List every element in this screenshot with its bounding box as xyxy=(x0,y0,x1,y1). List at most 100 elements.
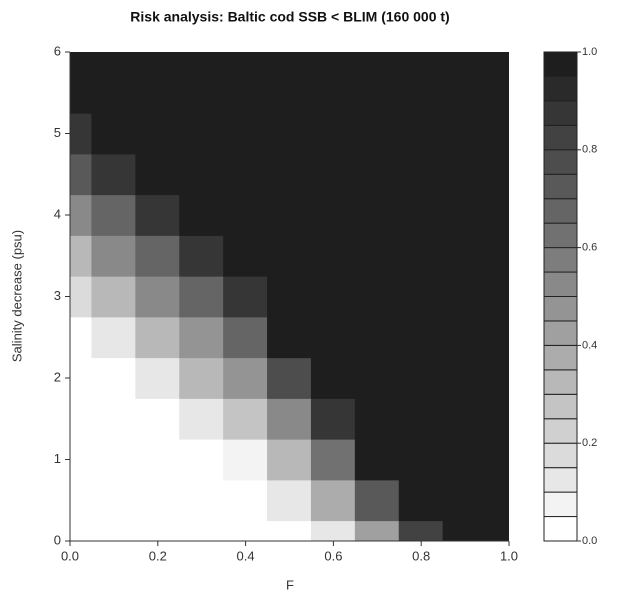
x-tick-label: 0.6 xyxy=(324,548,342,563)
colorbar-band xyxy=(543,222,578,249)
contour-cell xyxy=(179,153,225,196)
contour-cell xyxy=(354,438,400,481)
contour-cell xyxy=(70,479,93,522)
contour-cell xyxy=(135,71,181,114)
contour-cell xyxy=(91,194,137,236)
contour-cell xyxy=(398,397,444,440)
y-tick-label: 1 xyxy=(54,451,61,466)
contour-cell xyxy=(91,438,137,481)
contour-cell xyxy=(398,479,444,522)
contour-cell xyxy=(70,153,93,196)
contour-cell xyxy=(267,438,312,481)
contour-cell xyxy=(91,479,137,522)
contour-cell xyxy=(398,153,444,196)
contour-cell xyxy=(442,357,488,399)
contour-cell xyxy=(310,275,356,318)
contour-cell xyxy=(310,438,356,481)
contour-cell xyxy=(398,520,444,541)
contour-cell xyxy=(486,52,509,73)
contour-cell xyxy=(398,194,444,236)
contour-cell xyxy=(310,234,356,277)
contour-cell xyxy=(267,52,312,73)
y-tick-label: 6 xyxy=(54,43,61,58)
y-tick-label: 4 xyxy=(54,206,61,221)
contour-cell xyxy=(135,438,181,481)
contour-cell xyxy=(135,275,181,318)
contour-cell xyxy=(70,520,93,541)
contour-cell xyxy=(267,275,312,318)
colorbar-band xyxy=(543,271,578,297)
contour-cell xyxy=(91,357,137,399)
contour-cell xyxy=(398,275,444,318)
contour-cell xyxy=(91,153,137,196)
contour-cell xyxy=(135,234,181,277)
contour-cell xyxy=(486,438,509,481)
contour-cell xyxy=(442,316,488,359)
colorbar-band xyxy=(543,344,578,371)
contour-cell xyxy=(179,71,225,114)
contour-cell xyxy=(486,194,509,236)
contour-cell xyxy=(267,194,312,236)
contour-cell xyxy=(442,112,488,155)
contour-area xyxy=(70,52,509,541)
contour-cell xyxy=(398,112,444,155)
contour-cell xyxy=(70,194,93,236)
contour-cell xyxy=(179,234,225,277)
contour-cell xyxy=(135,357,181,399)
contour-cell xyxy=(310,479,356,522)
contour-cell xyxy=(70,275,93,318)
colorbar-tick-label: 0.6 xyxy=(582,242,597,254)
contour-cell xyxy=(223,479,269,522)
contour-cell xyxy=(267,357,312,399)
colorbar-tick-label: 0.0 xyxy=(582,535,597,547)
contour-cell xyxy=(223,438,269,481)
contour-cell xyxy=(486,275,509,318)
contour-cell xyxy=(310,112,356,155)
contour-cell xyxy=(442,438,488,481)
contour-cell xyxy=(91,397,137,440)
colorbar-band xyxy=(543,467,578,493)
contour-cell xyxy=(179,112,225,155)
contour-cell xyxy=(135,479,181,522)
contour-cell xyxy=(486,153,509,196)
contour-cell xyxy=(135,194,181,236)
contour-cell xyxy=(354,357,400,399)
colorbar-band xyxy=(543,393,578,420)
contour-cell xyxy=(179,479,225,522)
contour-cell xyxy=(354,234,400,277)
contour-cell xyxy=(486,234,509,277)
contour-cell xyxy=(179,194,225,236)
contour-cell xyxy=(310,316,356,359)
contour-cell xyxy=(223,71,269,114)
contour-cell xyxy=(70,438,93,481)
contour-cell xyxy=(267,71,312,114)
contour-cell xyxy=(310,520,356,541)
colorbar-band xyxy=(543,51,578,77)
y-axis-label: Salinity decrease (psu) xyxy=(9,230,24,362)
colorbar-band xyxy=(543,100,578,126)
contour-cell xyxy=(398,71,444,114)
x-tick-label: 0.4 xyxy=(237,548,255,563)
contour-cell xyxy=(486,397,509,440)
contour-cell xyxy=(70,397,93,440)
contour-cell xyxy=(267,234,312,277)
contour-cell xyxy=(267,397,312,440)
contour-cell xyxy=(354,153,400,196)
contour-cell xyxy=(310,52,356,73)
contour-cell xyxy=(223,234,269,277)
contour-cell xyxy=(310,153,356,196)
contour-cell xyxy=(486,112,509,155)
contour-cell xyxy=(486,357,509,399)
contour-cell xyxy=(398,52,444,73)
contour-cell xyxy=(223,194,269,236)
contour-cell xyxy=(135,153,181,196)
contour-cell xyxy=(310,357,356,399)
contour-cell xyxy=(354,194,400,236)
contour-cell xyxy=(179,275,225,318)
contour-cell xyxy=(70,357,93,399)
colorbar-band xyxy=(543,198,578,224)
contour-cell xyxy=(310,397,356,440)
contour-cell xyxy=(91,112,137,155)
contour-cell xyxy=(310,194,356,236)
